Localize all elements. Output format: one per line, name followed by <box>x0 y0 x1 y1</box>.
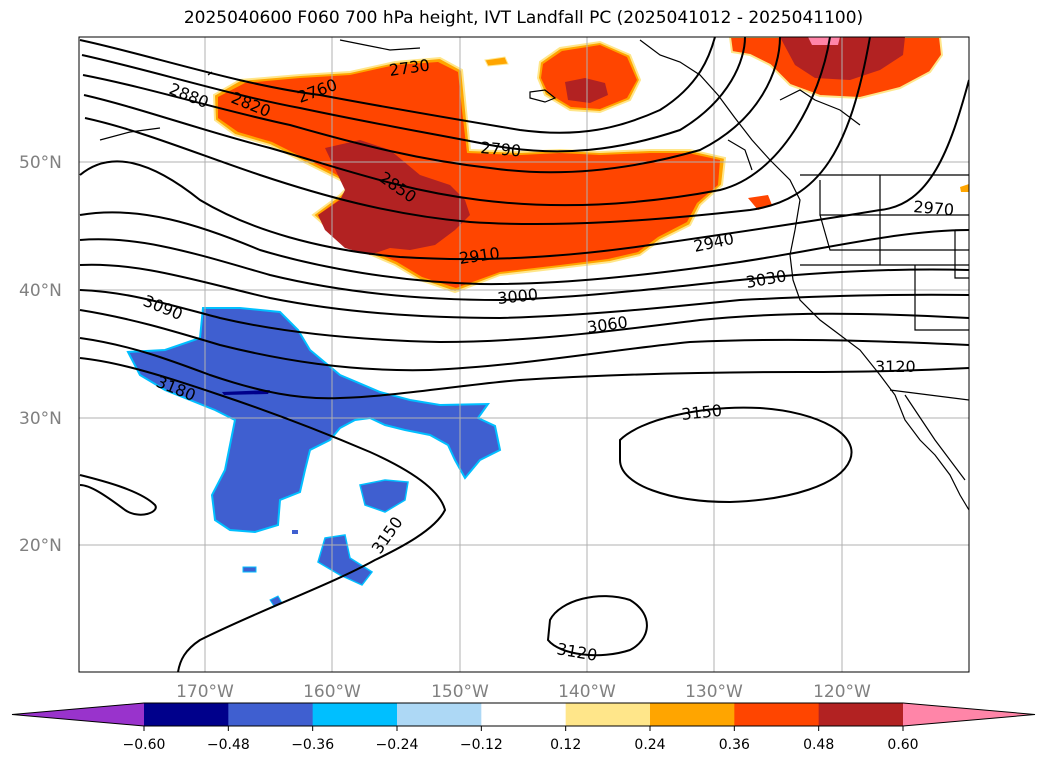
contour-label: 3000 <box>496 285 538 308</box>
contour-label: 2790 <box>480 138 522 160</box>
colorbar-segment <box>818 703 904 726</box>
lat-label: 20°N <box>19 536 62 556</box>
contour-label: 2970 <box>913 197 955 219</box>
colorbar-tick-label: 0.24 <box>634 737 665 753</box>
colorbar-tick-label: −0.36 <box>291 737 334 753</box>
colorbar-tick-label: −0.12 <box>460 737 503 753</box>
lat-label: 40°N <box>19 281 62 301</box>
colorbar-segment <box>565 703 651 726</box>
colorbar-tick-label: 0.60 <box>887 737 918 753</box>
colorbar-segment <box>397 703 482 726</box>
colorbar-segment <box>481 703 567 726</box>
contour-label: 3150 <box>680 401 722 424</box>
lon-label: 160°W <box>303 682 361 702</box>
colorbar-tick-label: −0.60 <box>123 737 166 753</box>
colorbar-segment <box>734 703 820 726</box>
colorbar-tick-label: 0.36 <box>719 737 750 753</box>
lat-label: 50°N <box>19 153 62 173</box>
lon-label: 140°W <box>558 682 616 702</box>
lon-label: 150°W <box>431 682 489 702</box>
longitude-labels: 170°W 160°W 150°W 140°W 130°W 120°W <box>176 682 871 702</box>
map-frame <box>78 36 970 673</box>
colorbar-tick-label: −0.24 <box>376 737 419 753</box>
colorbar-tick-label: −0.48 <box>207 737 250 753</box>
latitude-labels: 50°N 40°N 30°N 20°N <box>19 153 62 556</box>
coastlines <box>99 39 969 511</box>
colorbar-segment <box>650 703 735 726</box>
colorbar-tick-label: 0.12 <box>550 737 581 753</box>
lat-label: 30°N <box>19 409 62 429</box>
colorbar-segment <box>312 703 398 726</box>
colorbar: −0.60 −0.48 −0.36 −0.24 −0.12 0.12 0.24 0.36 0.4… <box>11 702 1036 753</box>
lon-label: 120°W <box>813 682 871 702</box>
map-title: 2025040600 F060 700 hPa height, IVT Land… <box>183 8 864 28</box>
colorbar-segment <box>228 703 314 726</box>
contour-label: 3120 <box>875 357 916 376</box>
lon-label: 130°W <box>685 682 743 702</box>
lon-label: 170°W <box>176 682 234 702</box>
height-contours <box>79 37 969 672</box>
colorbar-tick-label: 0.48 <box>803 737 834 753</box>
colorbar-extend-low <box>12 703 144 726</box>
colorbar-extend-high <box>903 703 1035 726</box>
colorbar-segment <box>144 703 229 726</box>
